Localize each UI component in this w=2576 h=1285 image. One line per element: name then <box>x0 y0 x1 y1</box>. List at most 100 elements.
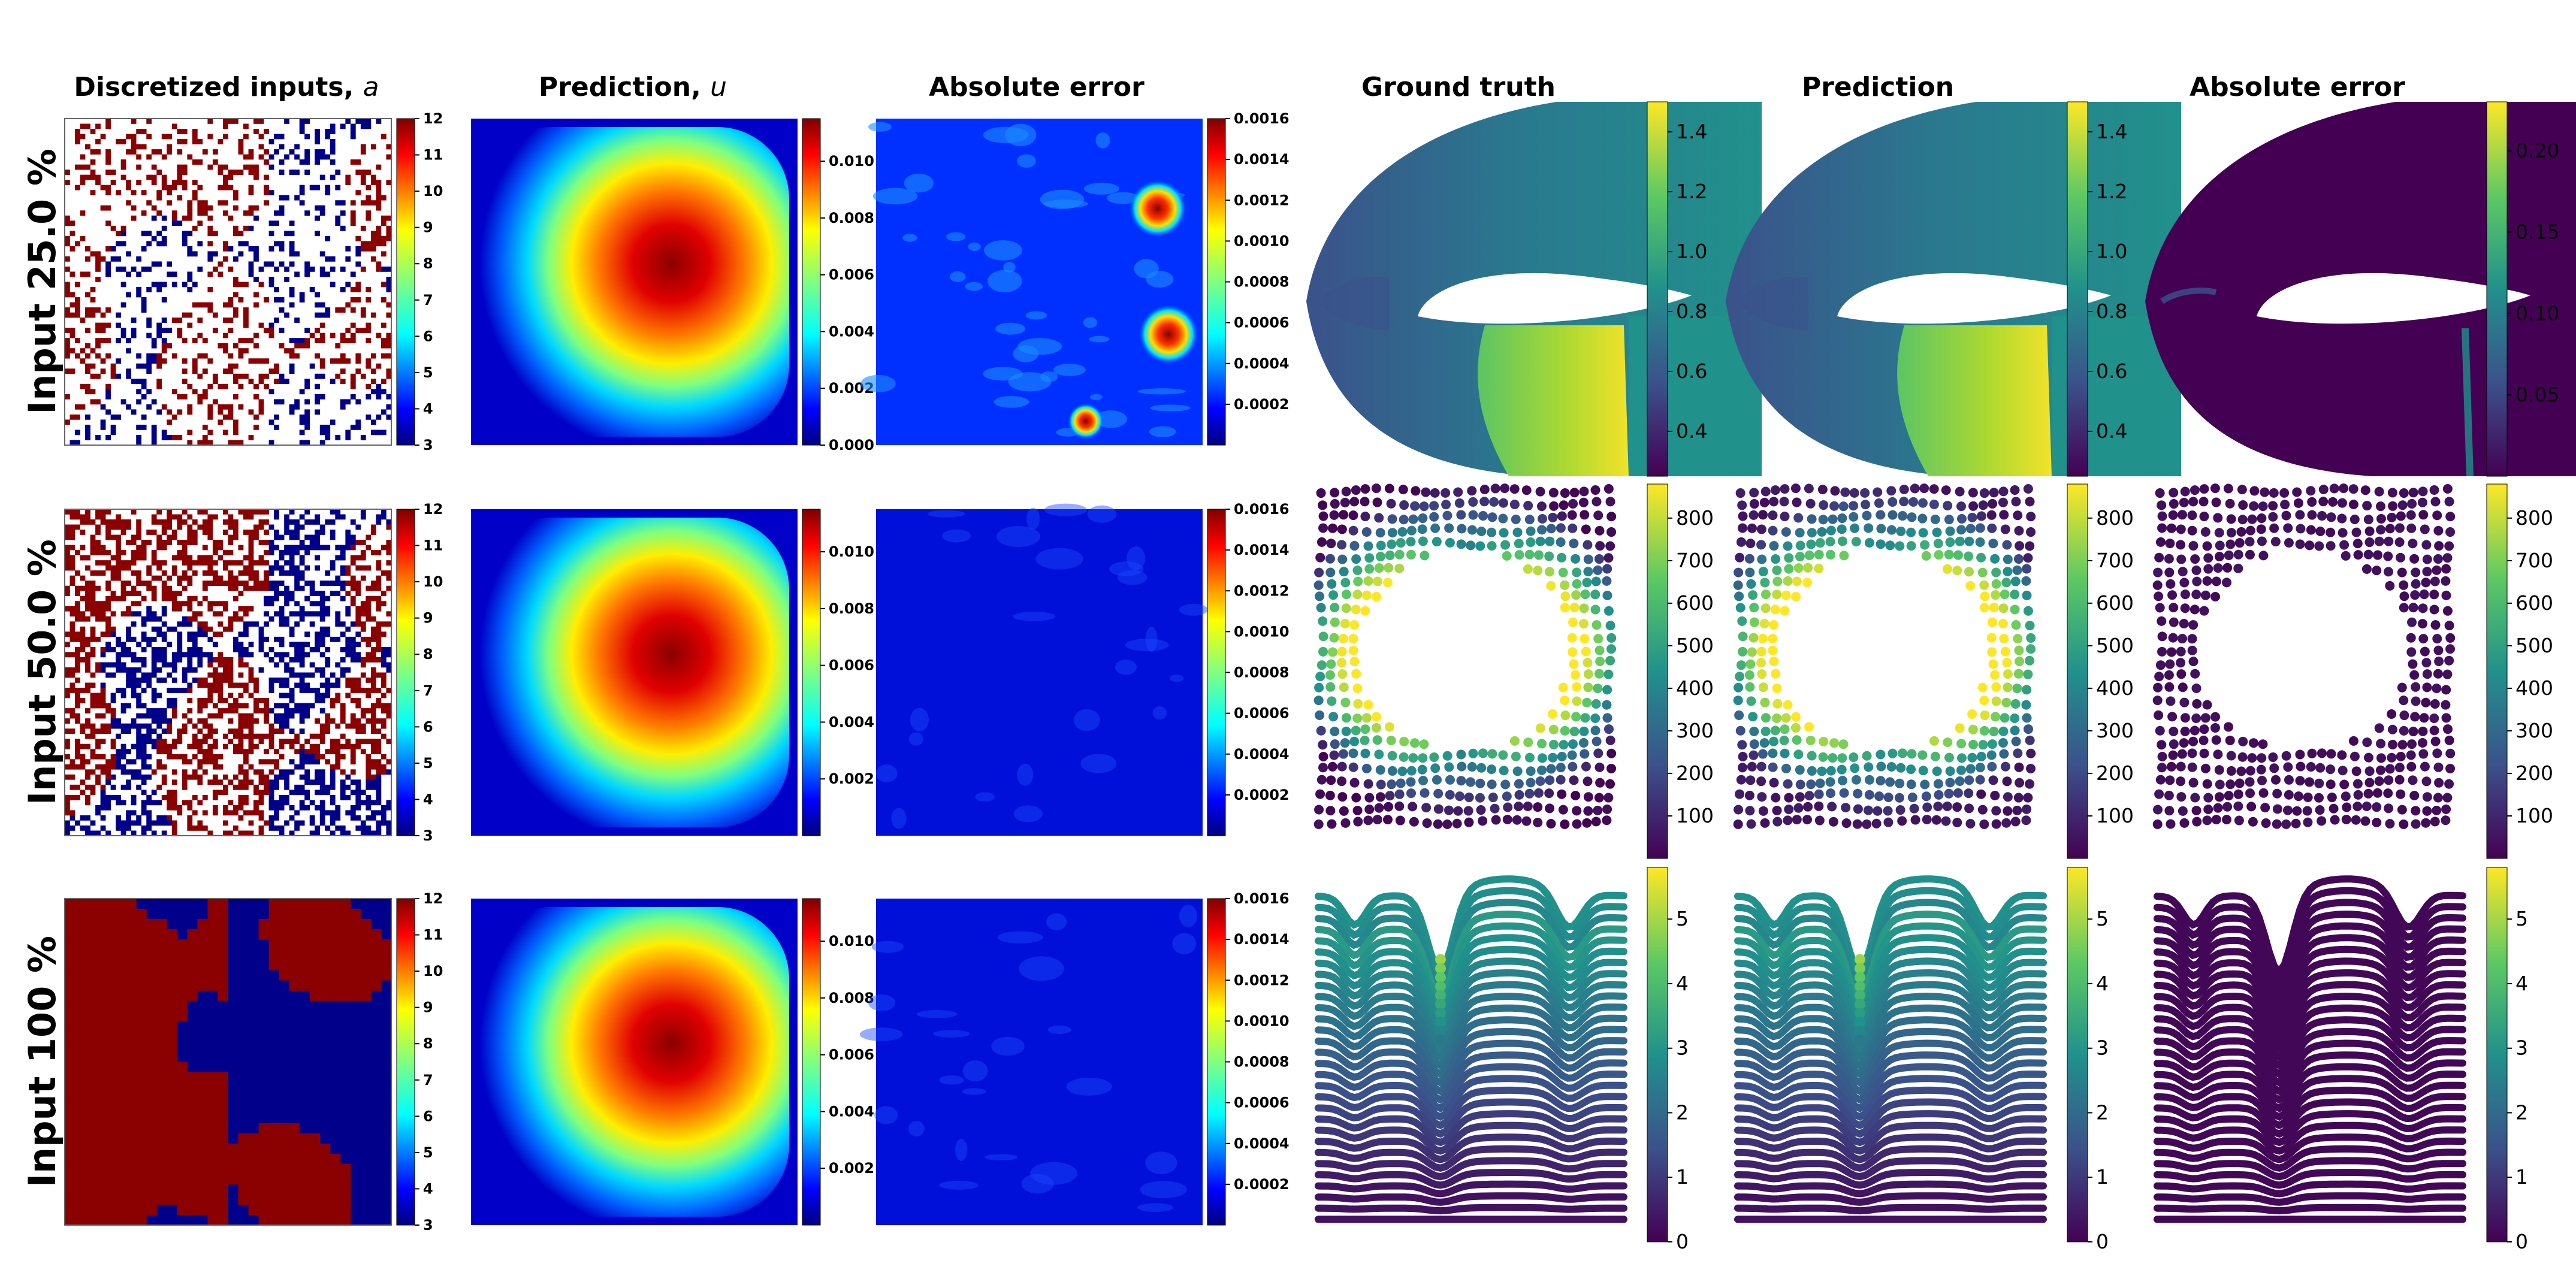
input-cell <box>187 555 193 561</box>
input-cell <box>222 601 228 607</box>
plasticity-point <box>1326 659 1336 669</box>
input-cell <box>299 1133 310 1144</box>
plasticity-point <box>1826 525 1836 536</box>
input-cell <box>167 134 173 140</box>
input-cell <box>65 631 70 637</box>
input-cell <box>120 231 126 237</box>
plasticity-point <box>1384 802 1394 812</box>
input-cell <box>350 970 361 981</box>
input-cell <box>309 980 321 991</box>
input-cell <box>110 424 116 430</box>
input-cell <box>151 575 157 581</box>
plasticity-point <box>1769 657 1779 667</box>
input-cell <box>350 534 356 540</box>
input-cell <box>65 1153 76 1165</box>
input-cell <box>187 990 198 1001</box>
input-cell <box>161 585 167 591</box>
plasticity-point <box>2025 541 2035 551</box>
input-cell <box>315 545 321 551</box>
input-cell <box>319 950 331 960</box>
input-cell <box>105 1143 116 1154</box>
input-cell <box>304 379 310 385</box>
input-cell <box>355 611 361 617</box>
input-cell <box>95 909 106 920</box>
input-cell <box>85 414 90 420</box>
input-cell <box>330 739 336 745</box>
input-cell <box>222 256 228 262</box>
input-cell <box>319 728 325 734</box>
input-cell <box>156 800 162 806</box>
input-cell <box>238 1184 249 1195</box>
plasticity-point <box>1328 712 1339 722</box>
plasticity-point <box>2190 485 2200 495</box>
input-cell <box>330 174 336 180</box>
input-cell <box>161 358 167 364</box>
plasticity-point <box>2026 748 2036 758</box>
input-cell <box>65 256 70 262</box>
abs-error-streak <box>1066 1077 1112 1096</box>
input-cell <box>116 636 121 642</box>
input-cell <box>355 631 361 637</box>
input-cell <box>386 805 392 811</box>
input-cell <box>146 990 157 1001</box>
input-cell <box>330 332 336 338</box>
plasticity-point <box>1886 762 1896 772</box>
input-cell <box>192 636 198 642</box>
input-cell <box>151 728 157 734</box>
input-cell <box>187 1143 198 1154</box>
input-cell <box>75 970 86 981</box>
input-cell <box>289 1153 300 1165</box>
input-cell <box>274 662 279 668</box>
plasticity-point <box>1569 727 1580 737</box>
plasticity-point <box>1591 736 1602 746</box>
plasticity-point <box>1830 486 1840 496</box>
input-cell <box>126 1102 137 1114</box>
plasticity-point <box>1593 634 1603 644</box>
plasticity-point <box>1805 498 1816 509</box>
input-cell <box>370 200 376 206</box>
input-cell <box>202 698 208 703</box>
input-cell <box>376 718 382 724</box>
input-cell <box>304 399 310 405</box>
prediction-u-colorbar-row-2-bar <box>802 898 821 1226</box>
input-cell <box>319 591 325 597</box>
input-cell <box>386 276 392 282</box>
input-cell <box>289 1174 300 1185</box>
plasticity-point <box>1817 527 1827 537</box>
plasticity-point <box>1318 616 1328 626</box>
input-cell <box>279 616 285 622</box>
plasticity-point <box>1876 761 1886 772</box>
input-cell <box>126 919 137 930</box>
input-cell <box>360 662 366 668</box>
input-cell <box>207 414 213 420</box>
input-cell <box>105 271 111 277</box>
abs-error-streak <box>1095 132 1110 149</box>
input-cell <box>299 123 305 129</box>
plasticity-point <box>1768 762 1778 772</box>
input-cell <box>253 129 259 134</box>
plasticity-point <box>1760 697 1770 707</box>
input-cell <box>289 631 295 637</box>
input-cell <box>253 703 259 709</box>
abs-error-colorbar-row-2-tick-label-0: 0.0002 <box>1234 1176 1289 1193</box>
plasticity-point <box>1805 735 1816 745</box>
plasticity-point <box>1467 525 1477 535</box>
input-cell <box>366 565 372 571</box>
plasticity-point <box>1895 778 1905 788</box>
input-cell <box>325 312 331 318</box>
input-cell <box>299 909 310 920</box>
input-cell <box>177 810 183 816</box>
input-cell <box>335 616 341 622</box>
plasticity-point <box>1989 727 1999 737</box>
input-cell <box>299 606 305 612</box>
input-cell <box>360 565 366 571</box>
input-cell <box>268 919 280 930</box>
input-cell <box>294 399 300 405</box>
plasticity-point <box>1922 802 1932 812</box>
input-cell <box>253 302 259 308</box>
plasticity-point <box>1595 656 1605 666</box>
plasticity-point <box>1979 819 1989 829</box>
input-cell <box>299 749 305 755</box>
plasticity-point <box>1814 563 1824 573</box>
prediction-u-colorbar-row-0-tick-label-2: 0.004 <box>829 323 874 340</box>
